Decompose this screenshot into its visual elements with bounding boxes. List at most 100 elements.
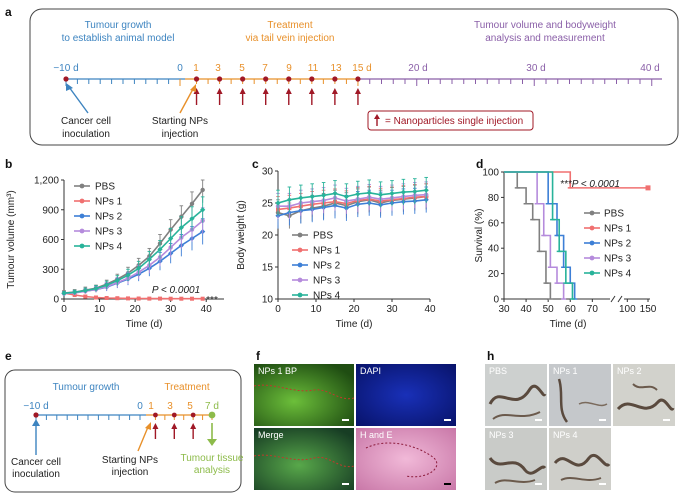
tile-label-nps1: NPs 1 <box>553 366 578 376</box>
legend-label: NPs 4 <box>95 242 123 253</box>
x-tick-label: 10 <box>310 304 322 315</box>
histology-nps1: NPs 1 <box>549 364 611 426</box>
e-tick-1: 1 <box>148 401 154 412</box>
injection-arrow-head <box>152 423 159 429</box>
panel-e-frame <box>4 369 242 493</box>
injection-legend-text: = Nanoparticles single injection <box>385 116 523 127</box>
legend-marker <box>79 198 85 204</box>
legend-label: NPs 1 <box>95 197 123 208</box>
scale-bar <box>342 419 349 421</box>
data-point <box>200 187 205 193</box>
x-tick-label: 0 <box>275 304 281 315</box>
y-tick-label: 20 <box>262 231 274 242</box>
x-tick-label: 30 <box>165 304 177 315</box>
panel-f-label-svg: f <box>256 349 261 363</box>
x-tick-label: 20 <box>130 304 142 315</box>
legend-marker <box>589 210 595 216</box>
panel-d-chart: d 30 40 50 60 70 100 150 0 20 40 60 80 100 Time (d) Su… <box>474 157 657 330</box>
data-point <box>126 296 130 301</box>
data-point <box>343 194 349 200</box>
histology-texture <box>616 383 675 411</box>
y-tick-label: 100 <box>482 168 499 179</box>
histology-nps4: NPs 4 <box>549 428 611 490</box>
e-inoculation-dot <box>33 412 39 418</box>
data-point <box>189 216 195 222</box>
micrograph-merge-texture <box>254 428 354 490</box>
data-point <box>147 296 152 301</box>
tile-label-dapi: DAPI <box>360 366 382 376</box>
data-point <box>309 194 315 200</box>
data-point <box>645 185 651 191</box>
axis-break-mark <box>610 295 616 303</box>
legend-label: NPs 4 <box>604 269 632 280</box>
x-tick-label: 150 <box>640 304 657 315</box>
injection-day-dot <box>216 76 223 82</box>
cancer-label-line2: inoculation <box>62 129 110 140</box>
panel-b-label: b <box>5 157 12 171</box>
tile-label-pbs: PBS <box>489 366 508 376</box>
tick-label-13: 13 <box>330 63 342 74</box>
inoculation-arrow-head <box>66 83 73 91</box>
tile-label-nps4: NPs 4 <box>553 430 578 440</box>
phase-treatment-line1: Treatment <box>267 20 312 31</box>
data-point <box>168 235 174 242</box>
legend-marker <box>79 228 85 234</box>
data-point <box>389 190 395 196</box>
y-tick-label: 1,200 <box>34 176 59 187</box>
scale-bar <box>663 419 670 421</box>
legend-label: NPs 1 <box>604 224 632 235</box>
injection-day-dot <box>309 76 315 82</box>
injection-day-dot <box>153 412 158 418</box>
tile-label-nps1-bp: NPs 1 BP <box>258 366 298 376</box>
scale-bar <box>535 419 542 421</box>
micrograph-dapi: DAPI <box>356 364 456 426</box>
data-point <box>200 296 205 301</box>
start-nps-arrow-head <box>190 84 196 92</box>
legend-label: PBS <box>313 231 333 242</box>
y-tick-label: 300 <box>42 265 59 276</box>
injection-day-dot <box>193 76 200 82</box>
y-tick-label: 30 <box>262 167 274 178</box>
legend-label: NPs 2 <box>604 239 632 250</box>
legend-marker <box>297 277 303 283</box>
legend-marker <box>589 255 595 261</box>
data-point <box>93 285 99 292</box>
e-tissue-label-line2: analysis <box>194 465 230 476</box>
histology-nps2: NPs 2 <box>613 364 675 426</box>
legend-label: NPs 3 <box>313 276 341 287</box>
legend-label: PBS <box>95 182 115 193</box>
tick-label-0: 0 <box>177 63 183 74</box>
axis-break-mark <box>617 295 623 303</box>
y-tick-label: 0 <box>493 295 499 306</box>
micrograph-blue-texture <box>356 364 456 426</box>
e-tick-minus10: −10 d <box>23 401 48 412</box>
data-point <box>400 189 406 195</box>
tick-label-7: 7 <box>262 63 268 74</box>
tick-label-40d: 40 d <box>640 63 659 74</box>
panel-a-label: a <box>5 5 12 19</box>
p-value-annotation: P < 0.0001 <box>152 285 200 296</box>
y-tick-label: 900 <box>42 205 59 216</box>
y-axis-label: Survival (%) <box>474 209 485 263</box>
injection-legend-arrow-head <box>374 114 380 119</box>
tile-label-nps3: NPs 3 <box>489 430 514 440</box>
injection-arrow-head <box>354 88 361 94</box>
y-tick-label: 20 <box>488 269 500 280</box>
tick-label-minus10: −10 d <box>53 63 78 74</box>
micrograph-merge: Merge <box>254 428 354 490</box>
panel-a-timeline: a Tumour growth to establish animal mode… <box>5 5 679 146</box>
data-point <box>157 246 163 253</box>
injection-arrow-head <box>308 88 315 94</box>
panel-e-label: e <box>5 349 12 363</box>
panel-a-frame <box>29 8 679 146</box>
injection-day-dot <box>171 412 177 418</box>
panel-e-timeline: e Tumour growth Treatment −10 d 0 1 3 5 … <box>4 349 244 493</box>
e-phase-growth: Tumour growth <box>53 382 120 393</box>
data-point <box>104 296 109 301</box>
series-line-nps4 <box>63 209 204 294</box>
start-label-line2: injection <box>162 129 199 140</box>
panel-b-chart: b 0 10 20 30 40 0 300 600 900 1,200 Time (d) Tumour… <box>5 157 224 330</box>
legend-label: NPs 2 <box>313 261 341 272</box>
data-point <box>332 190 338 196</box>
x-tick-label: 10 <box>94 304 106 315</box>
